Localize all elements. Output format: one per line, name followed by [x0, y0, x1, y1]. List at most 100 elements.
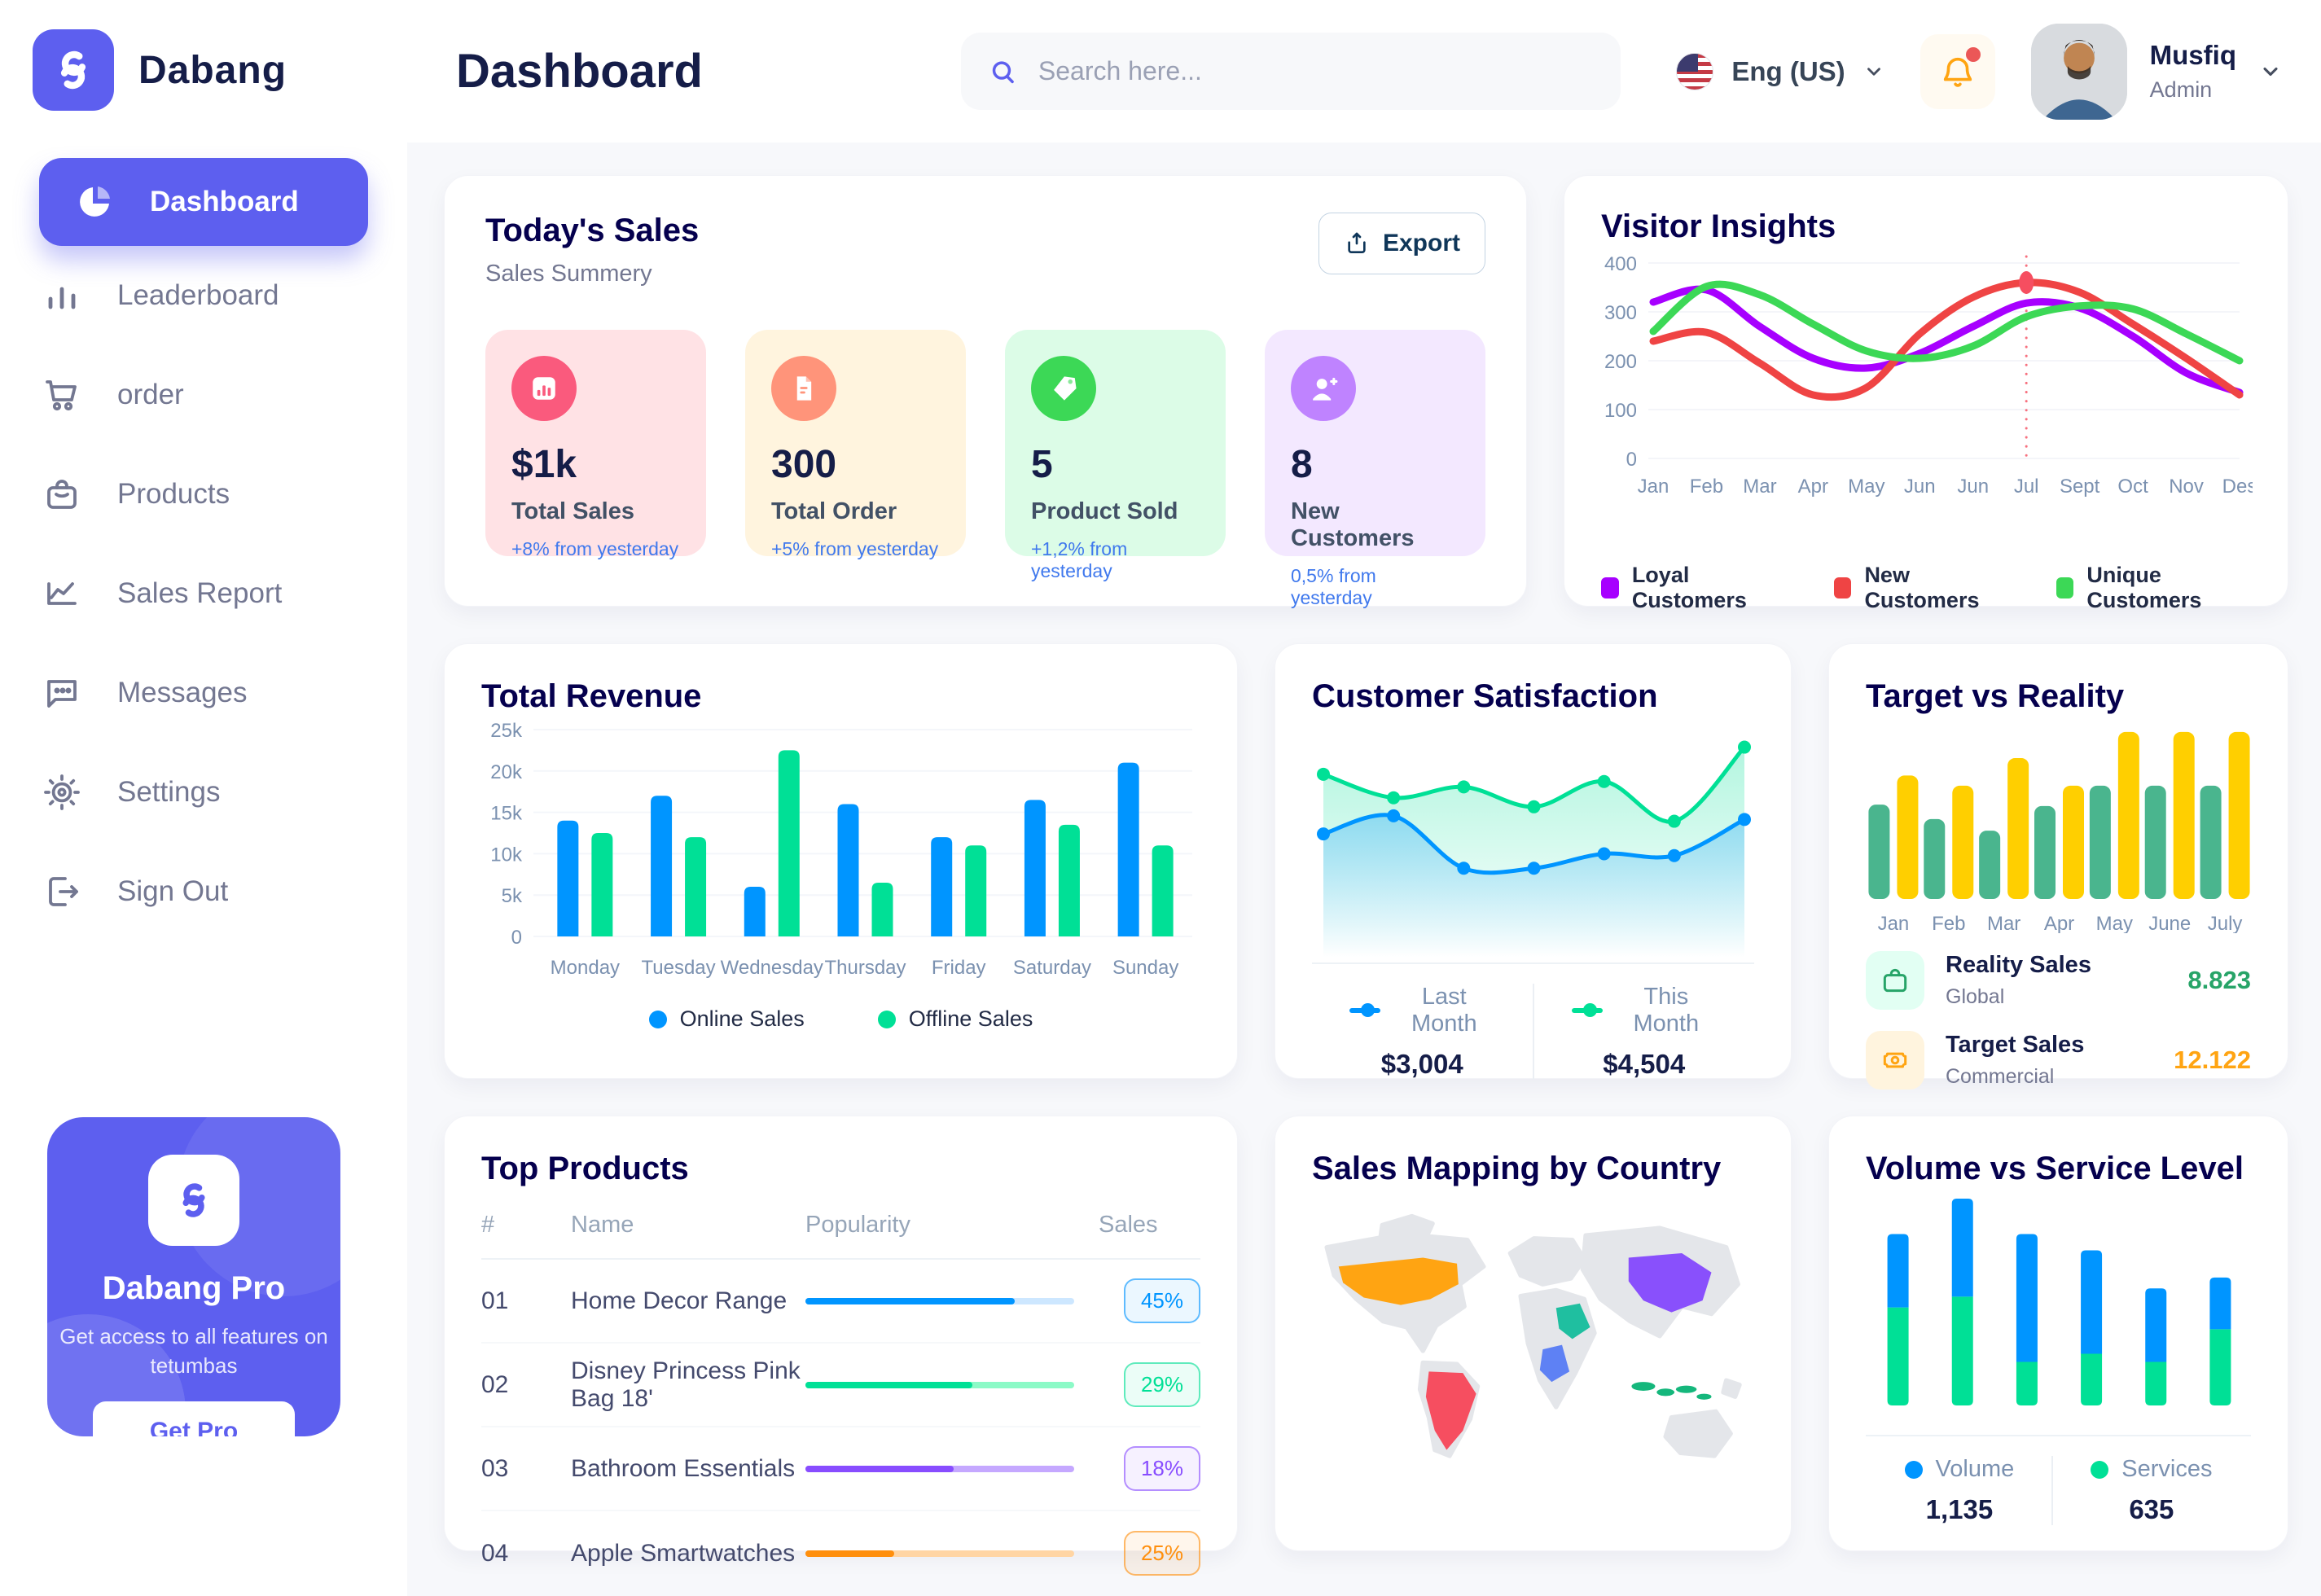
popularity-bar [805, 1381, 1074, 1388]
volume-vs-service-card: Volume vs Service Level Volume 1,135 Ser… [1828, 1116, 2288, 1551]
header-sales: Sales [1099, 1212, 1158, 1238]
svg-text:Saturday: Saturday [1013, 957, 1091, 979]
svg-text:400: 400 [1604, 253, 1637, 275]
sidebar-item-sign-out[interactable]: Sign Out [0, 842, 407, 941]
sidebar-item-order[interactable]: order [0, 345, 407, 445]
stat-delta: +5% from yesterday [771, 538, 939, 559]
svg-text:Jan: Jan [1638, 476, 1669, 498]
svg-text:0: 0 [511, 927, 522, 949]
svg-text:200: 200 [1604, 351, 1637, 373]
sidebar-item-settings[interactable]: Settings [0, 743, 407, 842]
search-input[interactable] [1038, 56, 1593, 86]
stat-value: 5 [1031, 443, 1053, 486]
svg-text:May: May [1848, 476, 1884, 498]
legend-label: Unique Customers [2086, 563, 2202, 612]
todays-sales-card: Today's Sales Sales Summery Export $1k T [444, 175, 1527, 608]
bar-chart-icon [48, 287, 76, 309]
legend-subtitle: Commercial [1946, 1065, 2055, 1088]
legend-label: New Customers [1864, 563, 1980, 612]
table-row: 02 Disney Princess Pink Bag 18' 29% [481, 1344, 1200, 1427]
get-pro-button[interactable]: Get Pro [93, 1401, 295, 1436]
map-united-states[interactable] [1338, 1257, 1459, 1305]
bag-icon [1866, 951, 1924, 1010]
sidebar-item-dashboard[interactable]: Dashboard [39, 158, 368, 246]
visitor-insights-chart: 0 100 200 300 400 Jan Feb Mar Apr May Jun Jun Jul Sep… [1604, 253, 2253, 498]
stat-value: 8 [1291, 443, 1313, 486]
svg-text:300: 300 [1604, 302, 1637, 324]
map-brazil[interactable] [1425, 1371, 1476, 1450]
user-plus-icon [1291, 356, 1356, 421]
sales-mapping-title: Sales Mapping by Country [1312, 1151, 1722, 1186]
pro-logo-icon [148, 1155, 239, 1246]
svg-text:15k: 15k [490, 803, 523, 825]
visitor-insights-title: Visitor Insights [1601, 208, 1836, 244]
sidebar-item-products[interactable]: Products [0, 445, 407, 544]
target-vs-reality-chart: Jan Feb Mar Apr May June July [1868, 731, 2250, 933]
todays-sales-subtitle: Sales Summery [485, 261, 652, 287]
language-label: Eng (US) [1731, 55, 1845, 86]
export-button[interactable]: Export [1318, 213, 1485, 274]
chevron-down-icon [2263, 67, 2278, 76]
legend-value: 12.122 [2174, 1046, 2251, 1074]
top-products-table: # Name Popularity Sales 01 Home Decor Ra… [481, 1212, 1200, 1595]
map-dr-congo[interactable] [1539, 1344, 1570, 1383]
svg-text:Friday: Friday [932, 957, 986, 979]
svg-text:20k: 20k [490, 761, 523, 783]
map-indonesia[interactable] [1631, 1382, 1712, 1400]
popularity-bar [805, 1550, 1074, 1557]
todays-sales-title: Today's Sales [485, 213, 700, 248]
svg-text:5k: 5k [502, 885, 523, 907]
cart-icon [46, 380, 77, 411]
map-saudi-arabia[interactable] [1555, 1303, 1590, 1340]
us-flag-icon [1676, 52, 1714, 90]
map-china[interactable] [1628, 1253, 1712, 1313]
app-logo-row: Dabang [0, 0, 407, 135]
product-num: 02 [481, 1370, 509, 1398]
legend-line [1349, 1003, 1381, 1017]
user-role: Admin [2149, 77, 2213, 102]
product-name: Disney Princess Pink Bag 18' [571, 1357, 801, 1412]
svg-text:Apr: Apr [1798, 476, 1828, 498]
notifications-button[interactable] [1920, 33, 1995, 109]
svg-text:100: 100 [1604, 400, 1637, 422]
stat-card-new-customers: 8 New Customers 0,5% from yesterday [1265, 330, 1485, 608]
svg-text:Thursday: Thursday [824, 957, 906, 979]
legend-label: This Month [1633, 984, 1700, 1037]
sales-badge: 29% [1124, 1362, 1200, 1407]
sidebar-item-label: Sales Report [117, 577, 283, 609]
legend-dot [2091, 1460, 2109, 1479]
stat-delta: 0,5% from yesterday [1291, 565, 1376, 608]
product-name: Bathroom Essentials [571, 1454, 796, 1482]
table-row: 03 Bathroom Essentials 18% [481, 1427, 1200, 1511]
svg-text:Nov: Nov [2169, 476, 2204, 498]
product-name: Home Decor Range [571, 1287, 788, 1314]
gear-icon [44, 774, 80, 810]
divider [1866, 1435, 2251, 1436]
total-revenue-chart: 0 5k 10k 15k 20k 25k Monday Tuesday Wednesday Thu… [490, 720, 1192, 979]
search-bar[interactable] [961, 33, 1621, 110]
total-revenue-legend: Online Sales Offline Sales [481, 1006, 1200, 1032]
pro-upgrade-card: Dabang Pro Get access to all features on… [47, 1117, 340, 1436]
svg-text:Monday: Monday [551, 957, 620, 979]
svg-text:Jan: Jan [1878, 913, 1910, 933]
sidebar-item-label: Dashboard [150, 186, 299, 217]
sidebar-item-label: Products [117, 478, 230, 510]
sidebar-item-label: Leaderboard [117, 279, 279, 311]
user-name: Musfiq [2149, 40, 2236, 70]
svg-text:0: 0 [1626, 449, 1637, 471]
svg-text:May: May [2096, 913, 2133, 933]
sidebar-item-leaderboard[interactable]: Leaderboard [0, 246, 407, 345]
stat-value: 300 [771, 443, 837, 486]
sidebar-item-messages[interactable]: Messages [0, 643, 407, 743]
volume-vs-service-title: Volume vs Service Level [1866, 1151, 2244, 1186]
total-revenue-title: Total Revenue [481, 678, 702, 714]
legend-title: Target Sales [1946, 1032, 2085, 1058]
pro-description: Get access to all features on tetumbas [59, 1324, 328, 1378]
volume-vs-service-chart [1887, 1199, 2231, 1405]
language-selector[interactable]: Eng (US) [1676, 52, 1884, 90]
table-row: 01 Home Decor Range 45% [481, 1260, 1200, 1344]
sales-chart-icon [511, 356, 577, 421]
sidebar-item-sales-report[interactable]: Sales Report [0, 544, 407, 643]
export-label: Export [1382, 230, 1460, 256]
profile-menu[interactable]: Musfiq Admin [2030, 23, 2282, 120]
